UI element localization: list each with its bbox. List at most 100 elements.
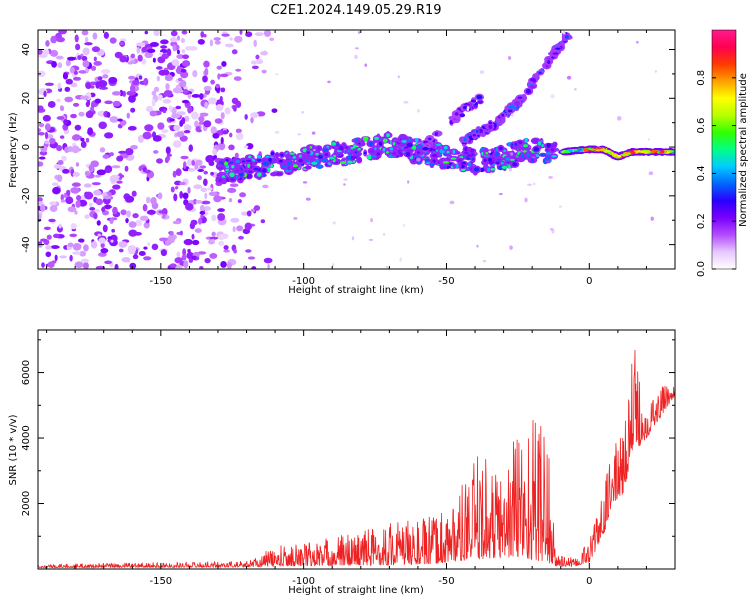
main-echo-blob [247, 163, 250, 169]
noise-blob [72, 172, 80, 177]
noise-blob [162, 98, 172, 104]
faint-blob [488, 150, 492, 153]
noise-blob [233, 76, 242, 81]
main-echo-blob [350, 155, 356, 161]
main-echo-blob [432, 154, 438, 157]
noise-blob [185, 45, 193, 51]
noise-blob [122, 90, 126, 97]
noise-blob [233, 248, 237, 254]
main-echo-blob [443, 145, 448, 150]
noise-blob [80, 140, 87, 148]
noise-blob [207, 187, 213, 191]
rising-branch-blob [552, 52, 559, 55]
weak-branch-blob [422, 146, 429, 151]
noise-blob [192, 239, 200, 246]
noise-blob [149, 110, 158, 117]
main-echo-blob [309, 145, 313, 149]
carrier-tone-blob [564, 150, 570, 154]
noise-blob [169, 263, 177, 268]
noise-blob [166, 153, 172, 157]
noise-blob [195, 126, 201, 133]
top-y-tick-label: 0 [21, 144, 32, 150]
noise-blob [197, 39, 205, 45]
noise-blob [168, 105, 173, 112]
main-echo-blob [429, 163, 435, 166]
main-echo-blob [425, 162, 431, 165]
main-echo-blob [281, 164, 287, 169]
main-echo-blob [256, 172, 262, 177]
noise-blob [125, 217, 129, 224]
bottom-frame [37, 329, 676, 570]
noise-blob [254, 32, 264, 37]
bottom-y-tick-label: 2000 [21, 491, 32, 516]
colorbar-label: Normalized spectral amplitude [738, 73, 749, 227]
noise-blob [173, 124, 181, 131]
noise-blob [118, 150, 127, 154]
noise-blob [169, 230, 174, 236]
noise-blob [54, 254, 58, 262]
noise-blob [176, 131, 185, 138]
noise-blob [251, 266, 257, 269]
noise-blob [42, 49, 50, 56]
weak-branch-blob [459, 113, 466, 117]
noise-blob [208, 160, 215, 166]
noise-blob [117, 118, 123, 122]
noise-blob [201, 200, 211, 205]
main-echo-blob [289, 152, 295, 155]
noise-blob [77, 55, 82, 60]
noise-blob [149, 42, 159, 47]
noise-blob [70, 113, 77, 119]
noise-blob [94, 208, 100, 213]
noise-blob [180, 155, 189, 160]
main-echo-blob [224, 161, 228, 166]
noise-blob [229, 37, 233, 41]
main-echo-blob [306, 151, 310, 154]
noise-blob [90, 106, 95, 112]
noise-blob [228, 197, 233, 203]
noise-blob [43, 90, 47, 98]
noise-blob [141, 46, 148, 53]
noise-blob [262, 184, 269, 189]
noise-blob [246, 210, 252, 217]
noise-blob [95, 198, 104, 206]
carrier-tone-blob [651, 149, 657, 153]
faint-blob [403, 223, 406, 228]
noise-blob [78, 70, 88, 74]
noise-blob [90, 241, 98, 249]
main-echo-blob [287, 165, 291, 171]
faint-blob [498, 193, 503, 196]
noise-blob [193, 184, 203, 190]
main-echo-blob [546, 143, 552, 148]
noise-blob [179, 262, 183, 266]
noise-blob [85, 101, 90, 108]
noise-blob [175, 168, 182, 177]
noise-blob [263, 30, 272, 37]
noise-blob [58, 30, 67, 35]
faint-blob [654, 70, 657, 73]
noise-blob [202, 206, 212, 211]
noise-blob [250, 116, 254, 124]
noise-blob [38, 128, 42, 133]
noise-blob [137, 135, 144, 143]
main-echo-blob [374, 147, 377, 151]
rising-branch-blob [472, 133, 477, 137]
noise-blob [181, 30, 188, 35]
noise-blob [111, 165, 121, 169]
carrier-tone-blob [614, 153, 618, 157]
noise-blob [260, 219, 266, 224]
noise-blob [223, 245, 229, 250]
noise-blob [128, 221, 137, 228]
rising-branch-blob [517, 96, 523, 99]
noise-blob [146, 48, 156, 54]
noise-blob [224, 107, 231, 115]
noise-blob [198, 115, 205, 123]
main-echo-blob [416, 145, 423, 149]
noise-blob [216, 65, 223, 70]
top-frame [37, 29, 676, 270]
noise-blob [188, 144, 194, 152]
top-x-tick-label: -150 [149, 276, 172, 287]
faint-blob [331, 263, 335, 267]
noise-blob [156, 75, 160, 82]
noise-blob [192, 70, 198, 78]
